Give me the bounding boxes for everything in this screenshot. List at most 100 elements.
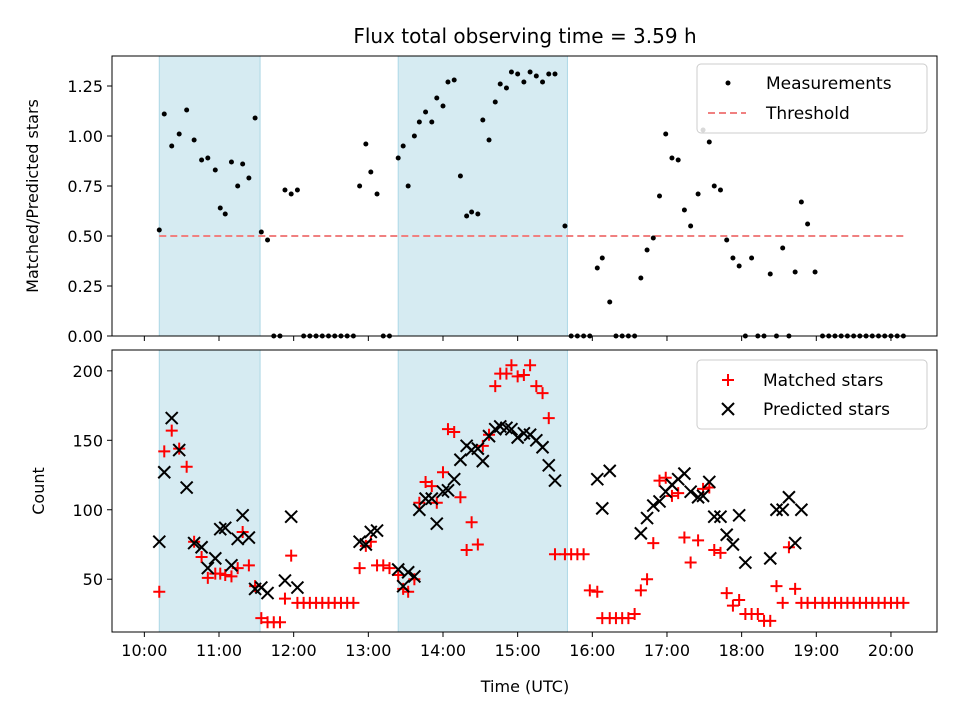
matched-stars-point (577, 548, 590, 561)
measurements-point (515, 71, 521, 77)
measurements-point (156, 227, 162, 233)
x-tick-label: 15:00 (495, 641, 541, 660)
predicted-stars-point (412, 503, 427, 517)
measurements-point (607, 299, 613, 305)
measurements-point (451, 77, 457, 83)
predicted-stars-point (453, 453, 468, 467)
x-tick-label: 10:00 (121, 641, 167, 660)
measurements-point (357, 183, 363, 189)
matched-stars-point (511, 370, 524, 383)
matched-stars-point (714, 546, 727, 559)
x-axis-label: Time (UTC) (480, 677, 569, 696)
matched-stars-point (465, 516, 478, 529)
matched-stars-point (413, 496, 426, 509)
predicted-stars-point (201, 561, 215, 575)
measurements-point (711, 183, 717, 189)
count-y-tick-label: 50 (83, 570, 103, 589)
predicted-stars-point (769, 503, 784, 517)
matched-stars-point (454, 491, 467, 504)
matched-stars-point (383, 562, 396, 575)
ratio-shaded-interval (158, 55, 261, 337)
predicted-stars-point (235, 508, 250, 523)
predicted-stars-point (396, 579, 410, 593)
measurements-point (184, 107, 190, 113)
measurements-point (169, 143, 175, 149)
measurements-point (252, 115, 258, 121)
ratio-legend-box (696, 63, 928, 134)
predicted-stars-point (763, 551, 777, 566)
measurements-point (265, 237, 271, 243)
matched-stars-point (665, 489, 678, 502)
measurements-point (434, 95, 440, 101)
measurements-point (222, 211, 228, 217)
measurements-point (594, 265, 600, 271)
matched-stars-point (659, 471, 672, 484)
predicted-stars-point (504, 422, 519, 436)
count-legend-box (696, 359, 928, 430)
matched-stars-point (622, 612, 635, 625)
matched-stars-point (419, 475, 432, 488)
matched-stars-point (225, 570, 238, 583)
measurements-point (235, 183, 241, 189)
predicted-stars-point (242, 530, 256, 545)
matched-stars-point (726, 599, 739, 612)
measurements-point (730, 255, 736, 261)
matched-stars-point (448, 425, 461, 438)
ratio-y-tick-label: 0.50 (67, 227, 103, 246)
matched-stars-point (195, 550, 208, 563)
measurements-point (395, 155, 401, 161)
matched-stars-point (377, 559, 390, 572)
matched-stars-point (273, 616, 286, 629)
predicted-stars-point (436, 484, 450, 499)
predicted-stars-point (542, 458, 556, 473)
measurements-point (706, 139, 712, 145)
matched-stars-point (647, 537, 660, 550)
predicted-stars-point (208, 551, 222, 566)
predicted-stars-point (218, 521, 232, 535)
measurements-point (374, 191, 380, 197)
ratio-y-tick-label: 0.75 (67, 177, 103, 196)
ratio-plot-frame (111, 55, 938, 337)
measurements-point (798, 199, 804, 205)
predicted-stars-point (548, 473, 562, 488)
legend-marker-measurements (725, 80, 731, 86)
measurements-point (657, 193, 663, 199)
measurements-point (240, 161, 246, 167)
predicted-stars-point (691, 490, 705, 504)
measurements-point (205, 155, 211, 161)
count-y-tick-label: 200 (72, 362, 103, 381)
count-panel: 50 100 150 200 10:00 11:00 12:00 13:00 14:00 15:… (29, 349, 938, 660)
matched-stars-point (692, 534, 705, 547)
measurements-point (540, 79, 546, 85)
x-tick-label: 14:00 (420, 641, 466, 660)
matched-stars-point (591, 585, 604, 598)
predicted-stars-point (407, 569, 422, 584)
measurements-point (480, 117, 486, 123)
matched-stars-point (153, 585, 166, 598)
predicted-stars-point (646, 498, 660, 513)
predicted-stars-point (683, 484, 698, 499)
matched-stars-point (524, 359, 537, 372)
measurements-point (475, 211, 481, 217)
measurements-point (212, 167, 218, 173)
matched-stars-point (751, 607, 764, 620)
measurements-point (650, 235, 656, 241)
matched-stars-point (733, 594, 746, 607)
measurements-point (792, 269, 798, 275)
measurements-point (688, 223, 694, 229)
measurements-point (533, 73, 539, 79)
measurements-point (405, 183, 411, 189)
measurements-point (440, 103, 446, 109)
matched-stars-point (897, 596, 910, 609)
legend-marker-matched (722, 374, 734, 386)
measurements-point (363, 141, 369, 147)
matched-stars-point (392, 569, 405, 582)
matched-stars-point (436, 466, 449, 479)
matched-stars-point (242, 559, 255, 572)
predicted-stars-point (640, 511, 654, 525)
x-tick-label: 12:00 (271, 641, 317, 660)
measurements-point (429, 119, 435, 125)
measurements-point (416, 119, 422, 125)
predicted-stars-point (738, 555, 753, 570)
